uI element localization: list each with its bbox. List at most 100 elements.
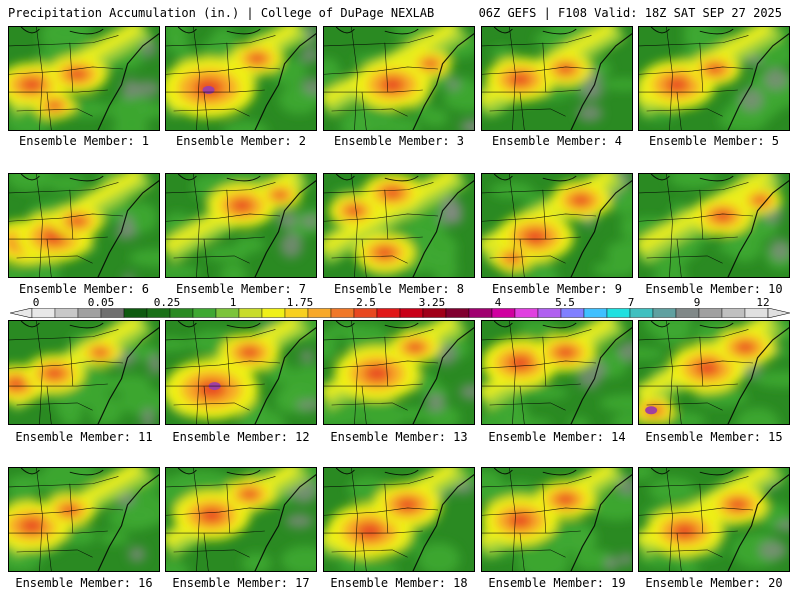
colorbar-swatch	[514, 308, 539, 318]
colorbar-swatch	[629, 308, 654, 318]
colorbar-tick-label: 3.25	[418, 296, 446, 309]
precip-red	[406, 342, 424, 353]
colorbar-tick-label: 0.25	[153, 296, 181, 309]
colorbar-tick-label: 5.5	[555, 296, 575, 309]
precip-mottle	[265, 360, 293, 385]
colorbar-swatch	[54, 308, 79, 318]
ensemble-member-map	[323, 467, 475, 572]
ensemble-member-label: Ensemble Member: 14	[488, 430, 626, 444]
state-borders	[482, 174, 632, 277]
state-borders	[166, 27, 316, 130]
precip-red	[45, 367, 65, 380]
colorbar-high-arrow	[767, 308, 790, 318]
precip-mottle	[205, 246, 249, 262]
precip-gray-patch	[459, 383, 474, 400]
precip-gray-patch	[758, 540, 787, 560]
precip-red	[69, 216, 86, 227]
precip-mottle	[324, 57, 341, 92]
ensemble-member-map	[165, 173, 317, 278]
precip-gray-patch	[440, 195, 459, 218]
colorbar-tick-label: 12	[756, 296, 770, 309]
state-borders	[639, 27, 789, 130]
precip-red	[19, 518, 45, 534]
state-borders	[9, 174, 159, 277]
state-borders	[324, 321, 474, 424]
precip-red	[47, 101, 62, 111]
ensemble-member-map	[638, 173, 790, 278]
ensemble-member-label: Ensemble Member: 2	[175, 134, 307, 148]
colorbar-swatch	[675, 308, 700, 318]
colorbar-swatch	[560, 308, 585, 318]
precip-mottle	[166, 265, 202, 277]
precip-mottle	[655, 323, 691, 345]
precip-gray-patch	[604, 556, 619, 571]
precip-mottle	[361, 403, 404, 424]
precip-mottle	[599, 394, 632, 412]
precip-mottle	[735, 407, 780, 424]
precip-red	[67, 68, 87, 81]
precip-red	[507, 355, 533, 371]
ensemble-member-map	[323, 320, 475, 425]
precip-gray-patch	[148, 353, 159, 375]
precip-red	[240, 346, 260, 359]
colorbar-tick-label: 1	[229, 296, 237, 309]
precip-mottle	[482, 469, 504, 502]
precip-red	[61, 504, 79, 516]
precip-mottle	[718, 239, 754, 255]
colorbar-swatch	[652, 308, 677, 318]
state-borders	[324, 174, 474, 277]
colorbar-swatch	[169, 308, 194, 318]
state-borders	[482, 27, 632, 130]
precip-red	[557, 63, 574, 75]
precip-red	[509, 72, 531, 87]
colorbar-swatch	[399, 308, 424, 318]
colorbar-low-arrow	[10, 308, 33, 318]
state-borders	[324, 27, 474, 130]
ensemble-member-label: Ensemble Member: 8	[333, 282, 465, 296]
precip-mottle	[109, 94, 154, 127]
precip-gray-patch	[300, 47, 316, 63]
colorbar-swatch	[330, 308, 355, 318]
ensemble-member-label: Ensemble Member: 4	[491, 134, 623, 148]
state-borders	[166, 321, 316, 424]
precip-mottle	[220, 263, 247, 277]
ensemble-member-label: Ensemble Member: 11	[15, 430, 153, 444]
precip-red	[93, 348, 108, 357]
ensemble-member-label: Ensemble Member: 15	[645, 430, 783, 444]
precip-gray-patch	[617, 340, 632, 362]
colorbar-swatch	[100, 308, 125, 318]
precip-red	[9, 378, 27, 390]
precip-mottle	[281, 545, 316, 571]
colorbar-swatch	[123, 308, 148, 318]
precip-mottle	[47, 174, 87, 193]
colorbar-tick-label: 0	[32, 296, 40, 309]
ensemble-member-label: Ensemble Member: 18	[330, 576, 468, 590]
precip-red	[735, 341, 755, 354]
precip-mottle	[490, 182, 534, 199]
precip-gray-patch	[577, 368, 601, 389]
precip-gray-patch	[120, 214, 134, 233]
precip-gray-patch	[739, 88, 764, 112]
ensemble-member-label: Ensemble Member: 13	[330, 430, 468, 444]
precip-mottle	[611, 413, 632, 424]
precip-mottle	[518, 321, 557, 338]
colorbar-swatch	[215, 308, 240, 318]
state-borders	[166, 174, 316, 277]
precip-red	[507, 512, 533, 529]
precip-mottle	[620, 214, 632, 240]
ensemble-member-label: Ensemble Member: 6	[18, 282, 150, 296]
colorbar-swatch	[744, 308, 769, 318]
precip-gray-patch	[141, 407, 155, 424]
ensemble-member-map	[481, 26, 633, 131]
ensemble-member-label: Ensemble Member: 7	[175, 282, 307, 296]
precip-mottle	[31, 258, 60, 277]
ensemble-member-map	[323, 173, 475, 278]
precip-mottle	[754, 371, 789, 388]
precip-gray-patch	[285, 513, 314, 529]
precip-mottle	[431, 250, 458, 277]
precip-mottle	[89, 395, 123, 424]
colorbar-swatch	[537, 308, 562, 318]
precip-gray-patch	[121, 78, 140, 100]
precip-red	[396, 497, 419, 512]
precip-mottle	[9, 267, 31, 277]
